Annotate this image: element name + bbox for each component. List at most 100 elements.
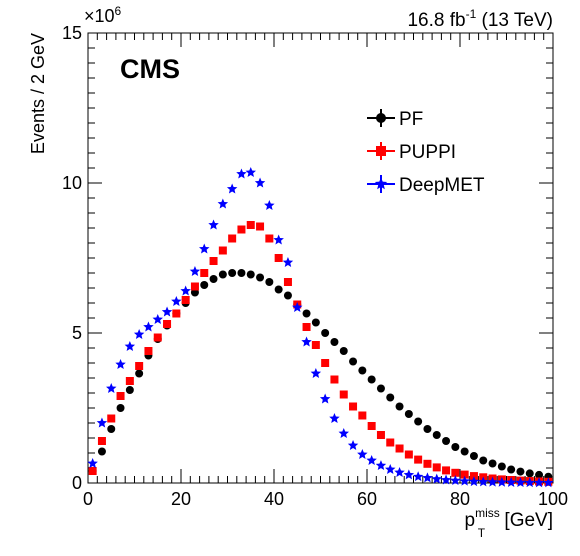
data-point xyxy=(487,476,498,487)
data-point xyxy=(395,444,404,453)
lumi-main: 16.8 fb xyxy=(407,10,465,31)
data-point xyxy=(349,357,358,366)
series-deepmet xyxy=(87,167,554,488)
x-tick-labels: 0 20 40 60 80 100 xyxy=(83,489,568,509)
data-point xyxy=(228,234,237,243)
x-tick-label: 100 xyxy=(538,489,568,509)
experiment-label: CMS xyxy=(120,54,180,84)
data-point xyxy=(199,243,210,254)
data-point xyxy=(395,402,404,411)
x-axis-label: pmiss T [GeV] xyxy=(465,506,553,540)
data-point xyxy=(478,476,489,487)
lumi-sup: -1 xyxy=(466,7,477,21)
axis-ticks xyxy=(87,32,554,484)
data-point xyxy=(292,302,303,312)
data-point xyxy=(403,469,415,480)
data-point xyxy=(414,455,423,464)
data-point xyxy=(358,411,367,420)
lumi-label: 16.8 fb-1 (13 TeV) xyxy=(407,7,553,31)
data-point xyxy=(533,477,545,488)
x-label-sup: miss xyxy=(475,506,500,520)
data-point xyxy=(124,341,136,351)
data-point xyxy=(172,309,181,318)
data-point xyxy=(302,323,311,331)
legend-marker-pf xyxy=(376,113,386,123)
data-point xyxy=(125,386,134,394)
data-point xyxy=(254,177,266,188)
legend: PF PUPPI DeepMET xyxy=(367,109,485,196)
legend-label-deepmet: DeepMET xyxy=(399,175,485,196)
legend-marker-deepmet xyxy=(374,177,388,190)
data-point xyxy=(301,336,312,347)
y-multiplier-exp: 6 xyxy=(115,4,122,18)
data-point xyxy=(329,413,340,423)
data-point xyxy=(468,476,480,487)
data-point xyxy=(246,270,255,279)
data-point xyxy=(144,347,153,355)
data-point xyxy=(209,257,218,265)
x-tick-label: 60 xyxy=(357,489,377,509)
data-point xyxy=(516,467,525,476)
data-point xyxy=(237,225,246,234)
data-point xyxy=(394,467,405,477)
data-point xyxy=(152,314,163,324)
data-point xyxy=(264,200,275,210)
data-point xyxy=(507,465,516,474)
x-label-main: p xyxy=(465,510,476,531)
data-point xyxy=(283,278,292,286)
data-point xyxy=(256,273,265,282)
data-point xyxy=(217,198,229,209)
data-point xyxy=(376,384,385,393)
data-point xyxy=(330,338,339,346)
data-point xyxy=(245,167,256,177)
data-point xyxy=(107,414,116,423)
data-point xyxy=(190,282,199,291)
data-point xyxy=(525,469,534,478)
data-point xyxy=(218,270,227,279)
data-point xyxy=(246,221,255,229)
y-tick-label: 5 xyxy=(72,323,82,343)
data-point xyxy=(311,318,320,327)
x-tick-label: 0 xyxy=(83,489,93,509)
series-puppi xyxy=(88,221,553,486)
x-tick-label: 40 xyxy=(264,489,284,509)
data-point xyxy=(321,329,330,337)
data-point xyxy=(107,425,116,433)
data-point xyxy=(133,329,145,339)
data-point xyxy=(116,404,125,412)
data-point xyxy=(497,462,506,471)
data-point xyxy=(505,476,517,487)
y-tick-label: 15 xyxy=(62,23,82,43)
data-point xyxy=(125,377,134,385)
data-point xyxy=(153,333,162,342)
data-point xyxy=(442,437,451,445)
legend-label-puppi: PUPPI xyxy=(399,142,456,163)
data-point xyxy=(274,254,283,262)
data-point xyxy=(367,422,376,430)
y-tick-label: 0 xyxy=(72,473,82,493)
data-point xyxy=(451,443,460,451)
data-point xyxy=(97,447,106,456)
data-point xyxy=(135,362,144,370)
y-multiplier: ×106 xyxy=(84,4,122,26)
data-marks xyxy=(87,167,554,488)
data-point xyxy=(96,417,108,428)
data-point xyxy=(274,285,283,294)
data-point xyxy=(265,234,274,243)
data-point xyxy=(282,257,294,267)
data-point xyxy=(440,474,452,485)
data-point xyxy=(310,368,322,378)
x-tick-label: 20 xyxy=(171,489,191,509)
data-point xyxy=(386,393,395,402)
data-point xyxy=(209,275,218,283)
data-point xyxy=(87,458,98,468)
data-point xyxy=(432,463,441,472)
data-point xyxy=(161,306,173,317)
data-point xyxy=(385,464,396,474)
data-point xyxy=(236,168,247,179)
data-point xyxy=(431,473,442,484)
data-point xyxy=(460,447,469,456)
lumi-tail: (13 TeV) xyxy=(476,10,553,31)
data-point xyxy=(358,366,367,375)
